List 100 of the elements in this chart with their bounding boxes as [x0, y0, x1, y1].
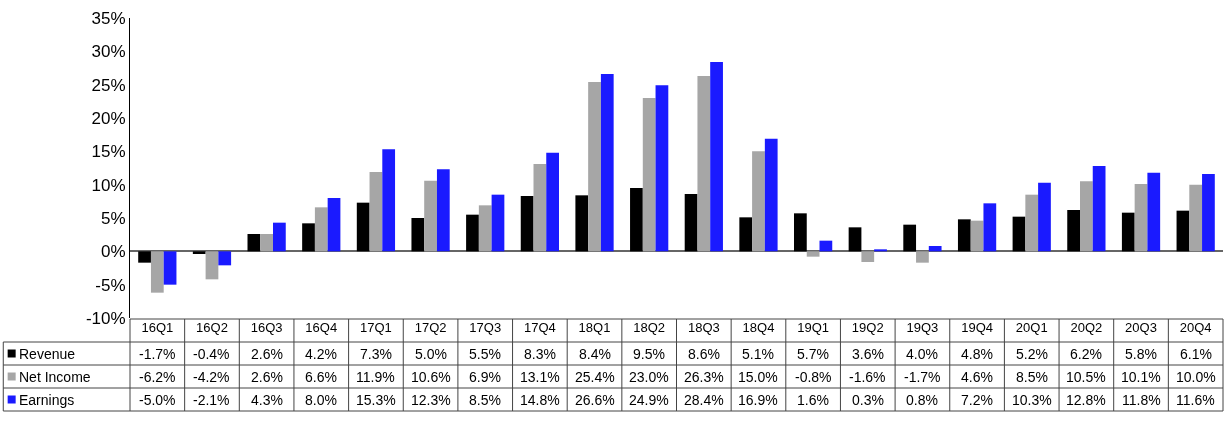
bar: [874, 249, 887, 252]
bar: [273, 222, 286, 252]
y-tick-label: 35%: [91, 8, 126, 28]
data-label: 26.6%: [575, 392, 615, 408]
data-label: 15.0%: [738, 369, 778, 385]
bar: [642, 98, 656, 252]
bar: [684, 194, 698, 252]
bar: [1092, 166, 1106, 252]
legend-label: Earnings: [19, 392, 75, 408]
data-label: 5.2%: [1016, 346, 1048, 362]
y-tick-label: 25%: [91, 75, 126, 95]
x-tick-label: 17Q4: [523, 320, 556, 335]
x-tick-label: 19Q4: [961, 320, 993, 335]
data-label: -1.6%: [849, 369, 886, 385]
bar: [1025, 194, 1039, 252]
data-label: 7.2%: [961, 392, 993, 408]
bar: [218, 251, 232, 266]
data-label: 26.3%: [684, 369, 724, 385]
bar: [1202, 174, 1215, 252]
bar: [163, 251, 177, 285]
bar: [466, 214, 479, 252]
x-tick-label: 16Q4: [305, 320, 338, 335]
bar: [1147, 172, 1161, 252]
data-label: 28.4%: [684, 392, 724, 408]
data-label: 3.6%: [852, 346, 884, 362]
data-label: 16.9%: [738, 392, 778, 408]
bar: [710, 62, 723, 252]
y-tick-label: 10%: [91, 175, 126, 195]
data-label: 4.2%: [305, 346, 337, 362]
data-label: 23.0%: [629, 369, 669, 385]
x-tick-label: 17Q1: [360, 320, 392, 335]
bar: [794, 213, 807, 252]
data-label: 4.0%: [906, 346, 938, 362]
data-label: 13.1%: [520, 369, 560, 385]
bar: [138, 251, 151, 263]
data-label: 0.3%: [852, 392, 884, 408]
bar: [260, 234, 273, 252]
bar: [806, 251, 820, 257]
data-label: 10.1%: [1121, 369, 1161, 385]
data-label: 12.3%: [411, 392, 451, 408]
x-tick-label: 20Q3: [1125, 320, 1157, 335]
x-tick-label: 17Q3: [469, 320, 502, 335]
data-label: 5.1%: [742, 346, 774, 362]
data-label: 4.8%: [961, 346, 993, 362]
x-tick-label: 18Q4: [742, 320, 775, 335]
bar: [356, 202, 370, 252]
bar: [1189, 184, 1203, 252]
bar: [520, 196, 534, 252]
data-label: 6.1%: [1180, 346, 1212, 362]
bar: [369, 172, 383, 252]
data-label: 15.3%: [356, 392, 396, 408]
bar: [752, 151, 765, 252]
x-tick-label: 17Q2: [414, 320, 447, 335]
data-label: -1.7%: [904, 369, 941, 385]
bar: [630, 188, 643, 252]
data-label: 10.0%: [1176, 369, 1216, 385]
x-tick-label: 20Q1: [1015, 320, 1048, 335]
bar: [314, 207, 328, 252]
y-tick-label: -10%: [85, 308, 126, 328]
data-label: 8.5%: [469, 392, 501, 408]
data-label: 6.9%: [469, 369, 501, 385]
data-label: -0.8%: [795, 369, 832, 385]
data-label: 2.6%: [251, 369, 283, 385]
bar: [600, 74, 614, 252]
bar: [588, 82, 601, 252]
x-tick-label: 18Q2: [633, 320, 666, 335]
bar: [861, 251, 875, 262]
data-label: 25.4%: [575, 369, 615, 385]
bar: [1038, 182, 1051, 252]
bar: [327, 198, 341, 252]
bar: [150, 251, 164, 293]
data-label: 4.6%: [961, 369, 993, 385]
bar: [655, 85, 669, 252]
bar: [957, 219, 971, 252]
data-label: -0.4%: [193, 346, 230, 362]
data-label: 1.6%: [797, 392, 829, 408]
bar: [764, 138, 778, 252]
bar: [1176, 210, 1190, 252]
bar: [928, 246, 942, 252]
bar: [1012, 216, 1026, 252]
data-label: 11.8%: [1122, 392, 1161, 408]
bar: [1121, 212, 1135, 252]
data-label: 5.8%: [1125, 346, 1157, 362]
bar: [533, 164, 547, 252]
data-label: 0.8%: [906, 392, 938, 408]
data-label: 14.8%: [520, 392, 560, 408]
data-label: 5.7%: [797, 346, 829, 362]
bar: [1067, 210, 1080, 252]
y-tick-label: 15%: [91, 142, 126, 162]
y-tick-label: 20%: [91, 108, 126, 128]
bar: [478, 205, 492, 252]
data-label: 8.0%: [305, 392, 337, 408]
legend-label: Net Income: [19, 369, 91, 385]
bar: [903, 224, 917, 252]
bar: [1134, 184, 1148, 252]
data-label: 9.5%: [633, 346, 665, 362]
x-tick-label: 18Q1: [578, 320, 611, 335]
data-label: 8.5%: [1016, 369, 1048, 385]
data-label: -2.1%: [193, 392, 230, 408]
bar: [247, 234, 261, 252]
